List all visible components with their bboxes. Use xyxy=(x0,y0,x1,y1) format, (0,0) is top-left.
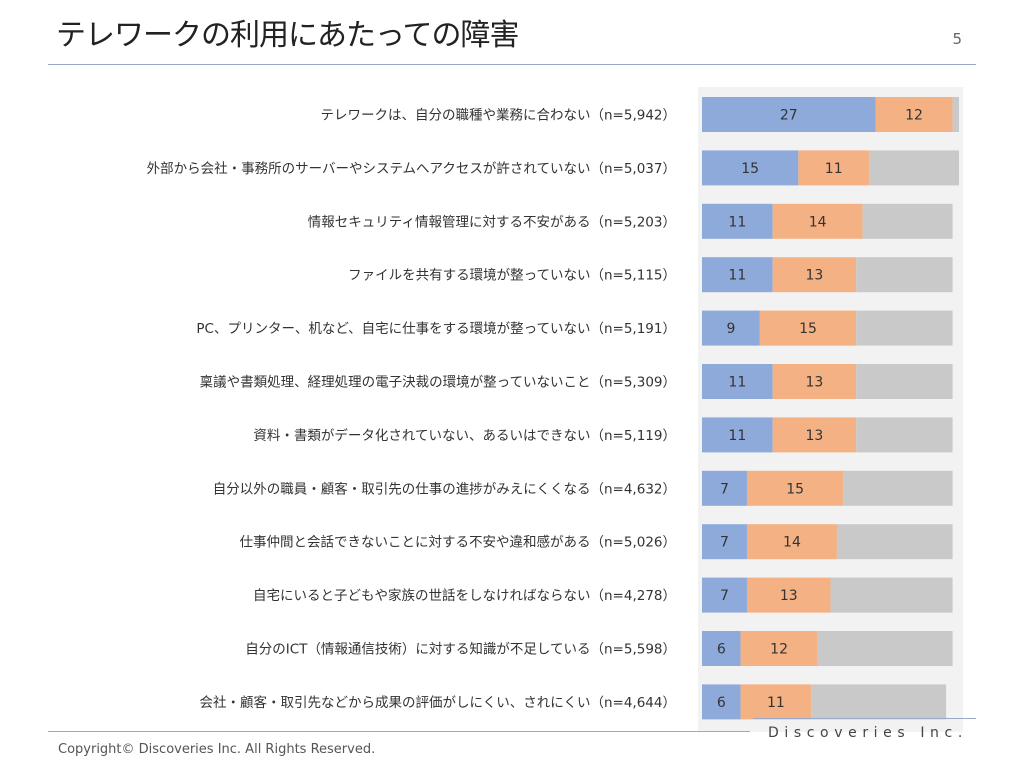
data-label: 14 xyxy=(783,535,801,551)
bar-segment-series-1 xyxy=(702,524,747,560)
data-label: 13 xyxy=(806,375,824,391)
data-label: 7 xyxy=(720,535,729,551)
category-label: 情報セキュリティ情報管理に対する不安がある（n=5,203） xyxy=(308,214,676,230)
footer-divider-right xyxy=(753,718,976,719)
bar-segment-series-2 xyxy=(759,310,857,346)
bar-segment-series-1 xyxy=(702,310,760,346)
bar-segment-series-2 xyxy=(746,470,844,506)
bar-segment-series-2 xyxy=(772,257,857,293)
bar-segment-series-1 xyxy=(702,364,773,399)
data-label: 13 xyxy=(780,588,798,604)
bar-segment-series-1 xyxy=(702,684,741,720)
bar-segment-series-1 xyxy=(702,257,773,293)
slide-title: テレワークの利用にあたっての障害 xyxy=(56,18,519,53)
data-label: 11 xyxy=(728,214,746,230)
category-label: PC、プリンター、机など、自宅に仕事をする環境が整っていない（n=5,191） xyxy=(196,321,676,337)
data-label: 11 xyxy=(728,375,746,391)
bar-segment-series-1 xyxy=(702,97,876,132)
category-label: ファイルを共有する環境が整っていない（n=5,115） xyxy=(348,268,676,284)
bar-segment-series-3 xyxy=(830,577,953,613)
data-label: 11 xyxy=(728,268,746,284)
data-label: 15 xyxy=(799,321,817,337)
bar-segment-series-3 xyxy=(811,684,947,720)
bar-segment-series-2 xyxy=(772,417,857,453)
bar-segment-series-3 xyxy=(843,470,953,506)
bar-segment-series-3 xyxy=(856,310,953,346)
data-label: 15 xyxy=(786,481,804,497)
category-label: 外部から会社・事務所のサーバーやシステムへアクセスが許されていない（n=5,03… xyxy=(147,161,676,177)
bar-segment-series-2 xyxy=(875,97,953,132)
bar-segment-series-3 xyxy=(836,524,953,560)
category-label: 稟議や書類処理、経理処理の電子決裁の環境が整っていないこと（n=5,309） xyxy=(200,374,676,391)
data-label: 6 xyxy=(717,642,726,658)
data-label: 7 xyxy=(720,481,729,497)
bar-segment-series-1 xyxy=(702,417,773,453)
plot-area xyxy=(698,87,963,732)
data-label: 11 xyxy=(767,695,785,711)
category-label: 会社・顧客・取引先などから成果の評価がしにくい、されにくい（n=4,644） xyxy=(200,694,676,711)
bar-segment-series-1 xyxy=(702,150,799,186)
brand-logo-text: Discoveries Inc. xyxy=(768,725,968,741)
category-label: 資料・書類がデータ化されていない、あるいはできない（n=5,119） xyxy=(253,427,676,444)
bar-segment-series-1 xyxy=(702,470,747,506)
bar-segment-series-2 xyxy=(772,203,863,239)
page-number: 5 xyxy=(952,30,962,48)
bar-segment-series-2 xyxy=(740,631,818,666)
data-label: 7 xyxy=(720,588,729,604)
bar-segment-series-1 xyxy=(702,577,747,613)
data-label: 14 xyxy=(809,214,827,230)
data-label: 15 xyxy=(741,161,759,177)
bar-segment-series-3 xyxy=(856,257,953,293)
data-label: 11 xyxy=(728,428,746,444)
footer-divider xyxy=(48,731,750,732)
data-label: 12 xyxy=(905,108,923,124)
title-divider xyxy=(48,64,976,65)
category-label: 自分のICT（情報通信技術）に対する知識が不足している（n=5,598） xyxy=(245,641,676,658)
bar-segment-series-2 xyxy=(772,364,857,399)
bar-segment-series-2 xyxy=(746,577,831,613)
category-label: 仕事仲間と会話できないことに対する不安や違和感がある（n=5,026） xyxy=(239,534,676,551)
bar-segment-series-2 xyxy=(740,684,812,720)
bar-segment-series-1 xyxy=(702,631,741,666)
data-label: 27 xyxy=(780,108,798,124)
data-label: 13 xyxy=(806,268,824,284)
bar-segment-series-3 xyxy=(862,203,953,239)
bar-segment-series-3 xyxy=(869,150,959,186)
category-label: テレワークは、自分の職種や業務に合わない（n=5,942） xyxy=(320,108,676,124)
bar-segment-series-3 xyxy=(952,97,959,132)
bar-segment-series-3 xyxy=(856,364,953,399)
data-label: 6 xyxy=(717,695,726,711)
bar-segment-series-2 xyxy=(746,524,837,560)
bar-segment-series-3 xyxy=(856,417,953,453)
bar-segment-series-3 xyxy=(817,631,953,666)
category-label: 自分以外の職員・顧客・取引先の仕事の進捗がみえにくくなる（n=4,632） xyxy=(213,480,676,497)
category-label: 自宅にいると子どもや家族の世話をしなければならない（n=4,278） xyxy=(253,587,676,604)
data-label: 9 xyxy=(726,321,735,337)
copyright-text: Copyright© Discoveries Inc. All Rights R… xyxy=(58,742,376,757)
bar-segment-series-1 xyxy=(702,203,773,239)
data-label: 13 xyxy=(806,428,824,444)
data-label: 12 xyxy=(770,642,788,658)
bar-segment-series-2 xyxy=(798,150,870,186)
data-label: 11 xyxy=(825,161,843,177)
